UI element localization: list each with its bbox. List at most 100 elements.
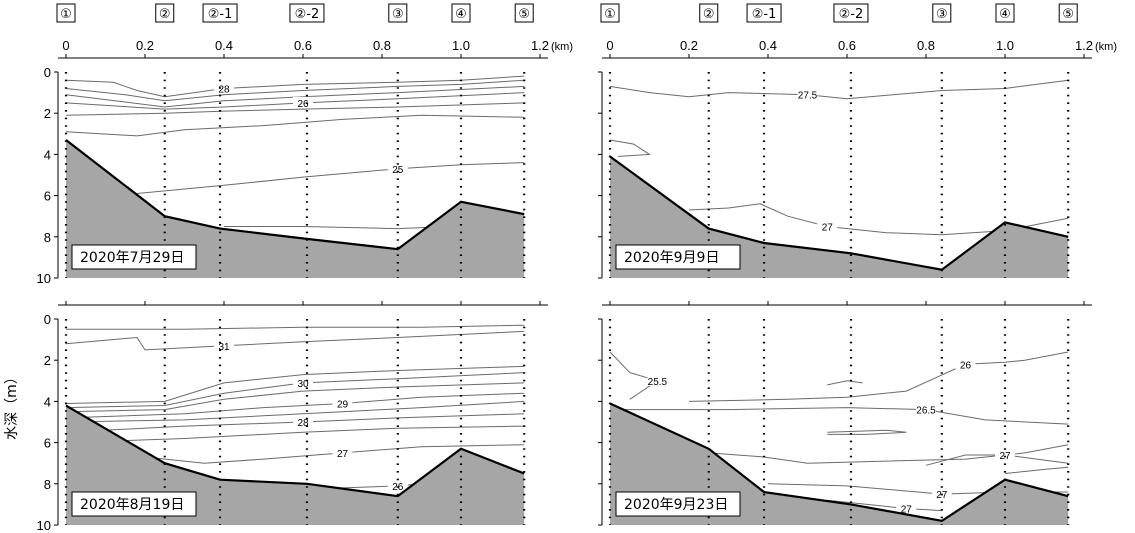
bottom-terrain-line: [609, 155, 1069, 271]
x-tick-label: 0: [606, 38, 613, 53]
contour-label: 27: [822, 223, 834, 234]
station-box-1-5: [995, 3, 1015, 23]
station-label: ④: [455, 7, 467, 22]
date-box: [71, 491, 197, 517]
contour-line: [224, 226, 450, 230]
contour-label: 31: [218, 342, 230, 353]
panel-date-label: 2020年9月23日: [624, 497, 728, 513]
contour-label-bg: [995, 448, 1015, 460]
y-tick-label: 4: [44, 394, 51, 409]
x-tick-label: 1.0: [996, 38, 1014, 53]
contour-line: [137, 162, 525, 194]
x-tick-label: 0.2: [136, 38, 154, 53]
y-tick-label: 6: [44, 189, 51, 204]
contour-label: 27: [901, 505, 913, 516]
contour-label: 25.5: [648, 377, 668, 388]
contour-label: 26: [297, 99, 309, 110]
station-label: ②-2: [295, 7, 320, 22]
station-box-1-1: [699, 3, 719, 23]
y-tick-label: 10: [37, 518, 51, 533]
y-tick-label: 10: [37, 271, 51, 286]
station-box-0-2: [202, 3, 238, 23]
station-label: ③: [936, 7, 948, 22]
contour-line: [609, 79, 1069, 100]
station-label: ⑤: [1062, 7, 1074, 22]
contour-label-bg: [332, 397, 353, 409]
contour-line: [65, 92, 525, 110]
contour-line: [65, 85, 525, 108]
station-box-1-4: [932, 3, 952, 23]
contour-label: 28: [297, 418, 309, 429]
contour-line: [1004, 466, 1069, 474]
contour-line: [65, 330, 525, 351]
date-box: [71, 244, 197, 270]
contour-label-bg: [896, 502, 917, 514]
contour-line: [65, 102, 525, 116]
contour-line: [925, 454, 1069, 466]
contour-label-bg: [387, 162, 408, 174]
y-tick-label: 8: [44, 477, 51, 492]
contour-line: [688, 351, 1069, 402]
y-axis-label: 水深（m）: [4, 370, 20, 440]
contour-label: 30: [297, 379, 309, 390]
station-label: ②-1: [752, 7, 777, 22]
y-tick-label: 8: [44, 230, 51, 245]
contour-line: [65, 425, 525, 444]
contour-line: [610, 407, 1069, 425]
panel-date-label: 2020年8月19日: [80, 497, 184, 513]
contour-label-bg: [955, 358, 976, 370]
x-tick-label: 1.0: [452, 38, 470, 53]
contour-line: [609, 139, 652, 157]
contour-label-bg: [293, 96, 313, 108]
y-tick-label: 2: [44, 353, 51, 368]
station-box-1-6: [1058, 3, 1078, 23]
y-tick-label: 6: [44, 436, 51, 451]
x-tick-label: 0.8: [373, 38, 391, 53]
station-label: ②-2: [839, 7, 864, 22]
station-box-0-4: [388, 3, 408, 23]
contour-line: [609, 351, 659, 400]
contour-line: [65, 382, 525, 413]
station-box-1-0: [600, 3, 620, 23]
station-label: ①: [604, 7, 616, 22]
x-tick-label: 0.2: [680, 38, 698, 53]
y-tick-label: 4: [44, 147, 51, 162]
panel-date-label: 2020年9月9日: [624, 250, 719, 266]
contour-label-bg: [332, 446, 353, 458]
station-box-0-0: [56, 3, 76, 23]
contour-line: [65, 365, 525, 404]
contour-label-bg: [797, 88, 818, 100]
contour-label: 26: [960, 360, 972, 371]
station-box-1-3: [833, 3, 869, 23]
contour-line: [65, 75, 525, 98]
y-tick-label: 0: [44, 65, 51, 80]
contour-line: [65, 392, 525, 419]
x-tick-label: 0.6: [294, 38, 312, 53]
x-tick-label: 0.4: [215, 38, 233, 53]
contour-line: [66, 324, 525, 330]
station-label: ①: [60, 7, 72, 22]
station-label: ④: [999, 7, 1011, 22]
station-label: ②: [159, 7, 171, 22]
date-box: [615, 491, 741, 517]
x-tick-label: 0.4: [759, 38, 777, 53]
contour-label: 26.5: [916, 406, 936, 417]
contour-label-bg: [916, 403, 936, 415]
contour-label: 27: [337, 449, 349, 460]
x-tick-label: 1.2: [531, 38, 549, 53]
contour-line: [827, 380, 863, 386]
contour-label-bg: [817, 220, 838, 232]
contour-label: 27.5: [798, 91, 818, 102]
contour-label: 28: [218, 84, 230, 95]
station-label: ⑤: [518, 7, 530, 22]
contour-line: [827, 429, 907, 435]
panel-date-label: 2020年7月29日: [80, 250, 184, 266]
station-box-1-2: [746, 3, 782, 23]
contour-label-bg: [931, 488, 952, 500]
x-tick-label: 1.2: [1075, 38, 1093, 53]
x-tick-label: 0.8: [917, 38, 935, 53]
date-box: [615, 244, 741, 270]
station-label: ③: [392, 7, 404, 22]
x-unit-label: (km): [551, 41, 573, 53]
